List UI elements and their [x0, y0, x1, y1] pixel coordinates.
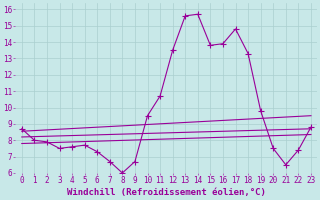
- X-axis label: Windchill (Refroidissement éolien,°C): Windchill (Refroidissement éolien,°C): [67, 188, 266, 197]
